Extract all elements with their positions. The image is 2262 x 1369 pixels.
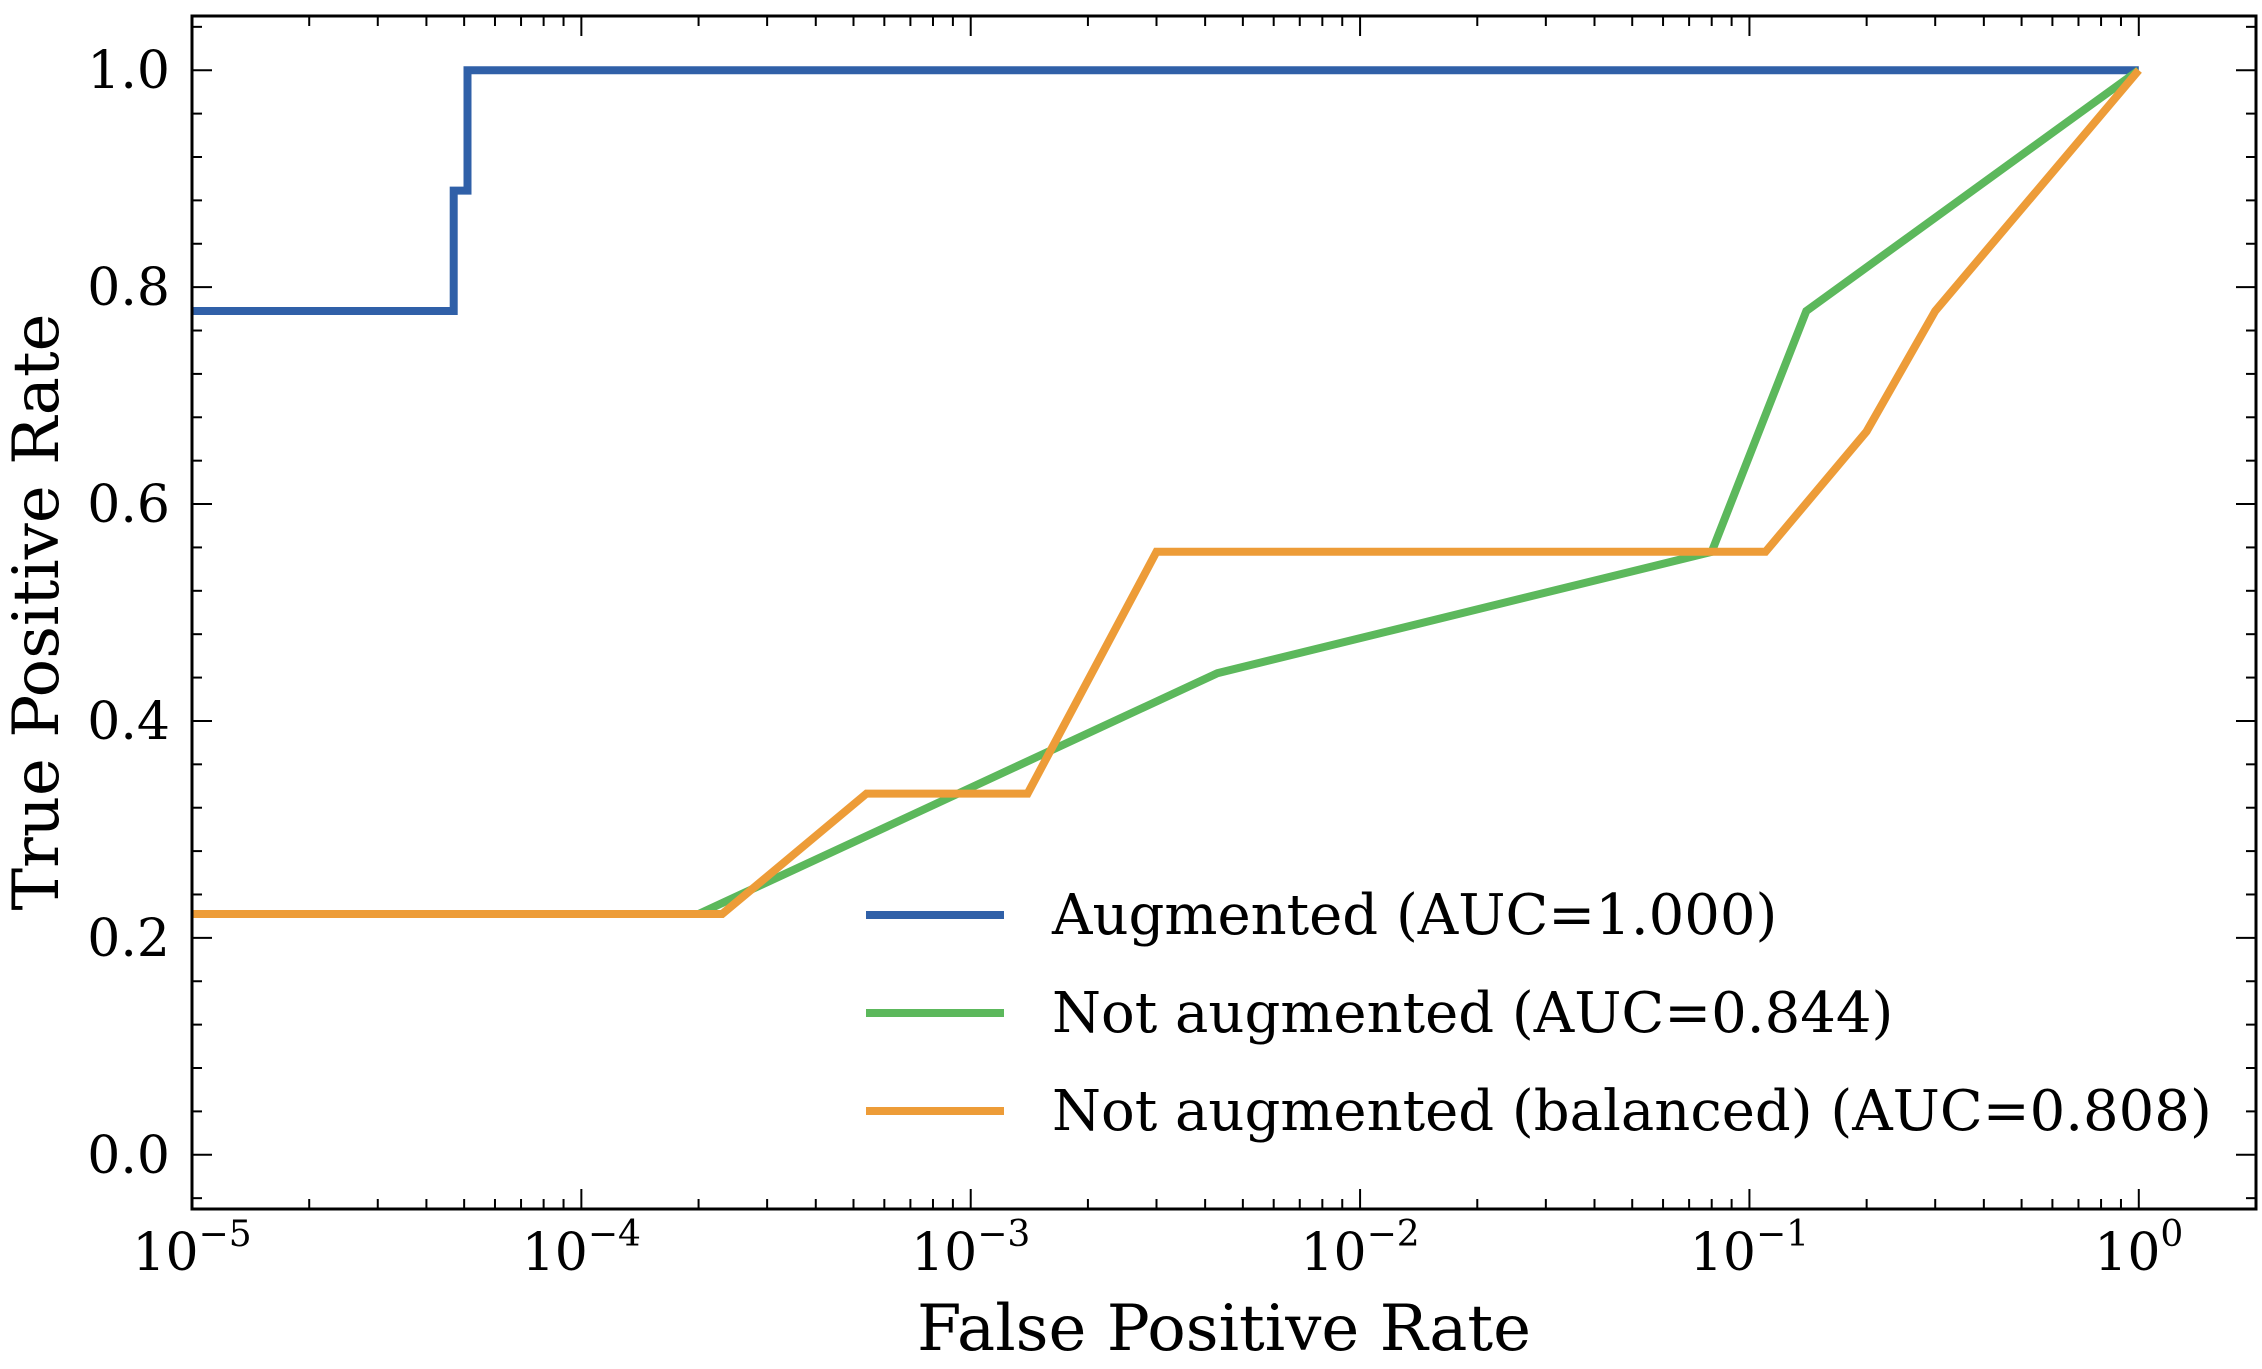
legend-label-1: Not augmented (AUC=0.844) [1052,981,1893,1046]
x-tick-label: 10−5 [132,1214,251,1283]
x-tick-label: 10−4 [522,1214,641,1283]
series-line-2 [192,67,2142,918]
legend-label-2: Not augmented (balanced) (AUC=0.808) [1052,1079,2212,1144]
y-tick-label: 0.4 [87,692,170,752]
x-tick-label: 100 [2094,1214,2183,1283]
series-line-1 [192,66,2142,918]
y-tick-label: 0.6 [87,475,170,535]
y-tick-label: 0.2 [87,909,170,969]
x-axis-title: False Positive Rate [917,1292,1531,1366]
x-tick-label: 10−1 [1690,1214,1809,1283]
series-line-0 [192,66,2139,315]
legend: Augmented (AUC=1.000) Not augmented (AUC=… [866,883,2212,1144]
y-tick-label: 0.0 [87,1126,170,1186]
x-tick-label: 10−3 [911,1214,1030,1283]
legend-label-0: Augmented (AUC=1.000) [1051,883,1777,948]
y-axis-title: True Positive Rate [0,314,74,911]
y-tick-label: 1.0 [87,41,170,101]
tick-layer: 0.0 0.2 0.4 0.6 0.8 1.0 10−5 10−4 10−3 10−2 10−1 10… [87,16,2257,1283]
plot-frame [190,14,2258,1211]
x-tick-label: 10−2 [1300,1214,1419,1283]
series-layer [192,66,2142,918]
y-tick-label: 0.8 [87,258,170,318]
